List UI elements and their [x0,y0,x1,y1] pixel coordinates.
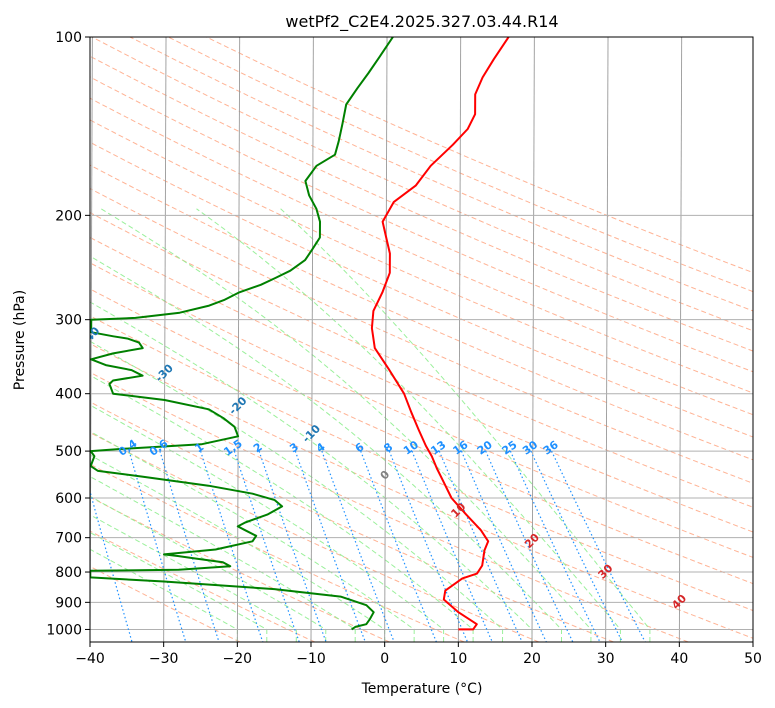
moist-adiabat-line [90,514,297,642]
mixing-ratio-line [509,450,601,642]
mixing-ratio-line [233,450,300,642]
dry-adiabat-line [90,315,753,612]
plot-frame [89,36,754,643]
background-lines [90,37,753,642]
mixing-ratio-line [90,489,133,642]
x-tick-label: −40 [75,651,105,667]
isotherm-line [605,37,609,642]
mixing-ratio-label: 3 [287,440,301,455]
mixing-ratio-label: 4 [314,440,328,455]
mixing-ratio-line [438,450,523,642]
isotherm-line [384,37,388,642]
y-tick-label: 1000 [46,622,82,638]
x-tick-label: 30 [597,651,615,667]
dry-adiabat-line [90,530,315,642]
moist-adiabat-line [100,208,592,642]
mixing-ratio-label: 20 [475,438,495,458]
y-tick-label: 400 [55,387,82,403]
mixing-ratio-line [551,450,646,642]
x-tick-label: −20 [223,651,253,667]
dry-adiabat-line [90,212,753,508]
dry-adiabat-line [90,119,753,416]
isotherm-label: -40 [79,324,102,347]
mixing-ratio-line [530,450,623,642]
mixing-ratio-label: 0.1 [19,437,42,459]
dry-adiabat-line [90,463,465,642]
mixing-ratio-line [360,450,437,642]
mixing-ratio-line [411,450,493,642]
dry-adiabat-line [90,288,753,585]
x-tick-label: 20 [523,651,541,667]
dry-adiabat-line [90,188,753,484]
mixing-ratio-line [159,450,220,642]
y-tick-label: 700 [55,531,82,547]
x-tick-label: −30 [149,651,179,667]
moist-adiabat-line [90,548,238,642]
x-tick-label: 50 [744,651,762,667]
dry-adiabat-line [90,164,753,461]
isotherm-line [163,37,167,642]
y-tick-label: 200 [55,208,82,224]
dry-adiabat-line [90,262,753,558]
isotherm-line [678,37,683,642]
dry-adiabat-line [90,401,614,642]
x-axis-label: Temperature (°C) [361,681,483,697]
dry-adiabat-line [129,37,753,312]
mixing-ratio-label: 2 [251,440,265,455]
dry-adiabat-line [206,37,753,274]
dry-adiabat-line [90,141,753,438]
isotherm-label: 40 [669,592,689,612]
y-tick-label: 800 [55,565,82,581]
dry-adiabat-line [167,37,753,293]
mixing-ratio-line [200,450,264,642]
moist-adiabat-line [280,208,651,642]
isotherm-label: 20 [522,531,542,551]
dry-adiabat-line [90,343,753,639]
moist-adiabat-line [90,531,268,642]
dry-adiabat-line [90,97,753,394]
dewpoint-profile-line [90,37,394,631]
y-tick-label: 600 [55,491,82,507]
x-tick-label: 0 [380,651,389,667]
x-tick-label: 40 [670,651,688,667]
dry-adiabat-line [90,371,689,642]
y-axis-label: Pressure (hPa) [12,290,28,390]
mixing-ratio-line [388,450,469,642]
x-tick-label: −10 [296,651,326,667]
temperature-profile-line [370,37,510,631]
mixing-ratio-line [128,450,187,642]
mixing-ratio-label: 0.6 [147,437,171,459]
moist-adiabat-line [90,495,327,642]
dry-adiabat-line [90,431,539,642]
y-tick-label: 900 [55,595,82,611]
mixing-ratio-line [321,450,395,642]
dry-adiabat-line [90,55,753,352]
isotherm-label: 10 [448,500,468,520]
moist-adiabat-line [90,404,445,642]
mixing-ratio-label: 8 [381,440,395,455]
sounding-profiles [90,37,510,631]
chart-title: wetPf2_C2E4.2025.327.03.44.R14 [285,12,558,32]
isotherm-line [236,37,241,642]
axes: −40 −30 −20 −10 0 10 20 30 40 50 1000 900 800 700 600 5… [46,30,762,667]
isotherm-line [457,37,462,642]
isotherm-line [531,37,535,642]
y-tick-label: 500 [55,444,82,460]
isotherm-label: -30 [153,361,176,384]
x-tick-label: 10 [449,651,467,667]
isotherm-line [310,37,314,642]
mixing-ratio-label: 0.4 [116,437,140,459]
mixing-ratio-label: 1 [193,440,207,455]
mixing-ratio-label: 6 [353,440,367,455]
mixing-ratio-label: 25 [499,438,519,457]
y-tick-label: 300 [55,313,82,329]
mixing-ratio-label: 30 [520,438,540,458]
dry-adiabat-line [90,236,753,533]
mixing-ratio-line [258,450,327,642]
y-tick-label: 100 [55,30,82,46]
